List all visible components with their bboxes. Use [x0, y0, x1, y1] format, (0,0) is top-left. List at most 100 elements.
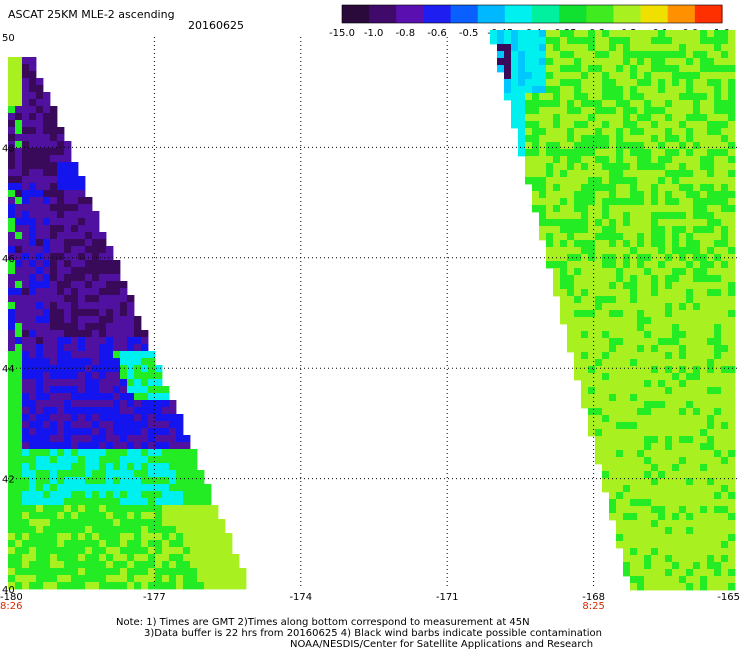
swath-cell: [22, 582, 30, 590]
swath-cell: [693, 345, 701, 353]
swath-cell: [50, 582, 58, 590]
swath-cell: [679, 562, 687, 570]
swath-cell: [679, 184, 687, 192]
swath-cell: [36, 393, 44, 401]
swath-cell: [700, 387, 708, 395]
swath-cell: [36, 540, 44, 548]
swath-cell: [672, 422, 680, 430]
swath-cell: [127, 337, 135, 345]
swath-cell: [728, 191, 736, 199]
swath-cell: [637, 240, 645, 248]
swath-cell: [22, 400, 30, 408]
swath-cell: [686, 331, 694, 339]
swath-cell: [57, 183, 65, 191]
swath-cell: [567, 93, 575, 101]
swath-cell: [567, 275, 575, 283]
swath-cell: [588, 338, 596, 346]
swath-cell: [609, 121, 617, 129]
swath-cell: [546, 100, 554, 108]
swath-cell: [630, 149, 638, 157]
swath-cell: [546, 72, 554, 80]
swath-cell: [623, 338, 631, 346]
swath-cell: [721, 352, 729, 360]
colorbar-segment: [640, 5, 669, 23]
swath-cell: [623, 443, 631, 451]
swath-cell: [567, 37, 575, 45]
swath-cell: [567, 65, 575, 73]
swath-cell: [665, 408, 673, 416]
swath-cell: [560, 114, 568, 122]
swath-cell: [707, 366, 715, 374]
swath-cell: [553, 163, 561, 171]
swath-cell: [595, 268, 603, 276]
swath-cell: [637, 359, 645, 367]
swath-cell: [707, 450, 715, 458]
swath-cell: [644, 576, 652, 584]
lat-label: 44: [2, 364, 15, 375]
swath-cell: [518, 93, 526, 101]
swath-cell: [700, 275, 708, 283]
swath-cell: [728, 583, 736, 591]
swath-cell: [64, 498, 72, 506]
swath-cell: [155, 582, 163, 590]
swath-cell: [532, 170, 540, 178]
swath-cell: [57, 547, 65, 555]
swath-cell: [120, 498, 128, 506]
swath-cell: [588, 191, 596, 199]
swath-cell: [78, 435, 86, 443]
swath-cell: [700, 198, 708, 206]
swath-cell: [658, 30, 666, 38]
swath-cell: [616, 436, 624, 444]
swath-cell: [511, 58, 519, 66]
swath-cell: [602, 478, 610, 486]
swath-cell: [609, 163, 617, 171]
swath-cell: [693, 429, 701, 437]
swath-cell: [539, 30, 547, 38]
swath-cell: [707, 429, 715, 437]
swath-cell: [183, 519, 191, 527]
swath-cell: [644, 310, 652, 318]
swath-cell: [651, 233, 659, 241]
swath-cell: [693, 114, 701, 122]
swath-cell: [679, 205, 687, 213]
swath-cell: [92, 470, 100, 478]
swath-cell: [637, 394, 645, 402]
swath-cell: [22, 379, 30, 387]
swath-cell: [686, 275, 694, 283]
swath-cell: [623, 107, 631, 115]
swath-cell: [43, 379, 51, 387]
swath-cell: [8, 484, 16, 492]
swath-cell: [707, 478, 715, 486]
swath-cell: [707, 247, 715, 255]
swath-cell: [658, 128, 666, 136]
swath-cell: [700, 506, 708, 514]
swath-cell: [15, 337, 23, 345]
swath-cell: [609, 240, 617, 248]
swath-cell: [679, 583, 687, 591]
swath-cell: [183, 561, 191, 569]
swath-cell: [71, 162, 79, 170]
swath-cell: [57, 295, 65, 303]
swath-cell: [658, 562, 666, 570]
swath-cell: [85, 372, 93, 380]
swath-cell: [700, 233, 708, 241]
swath-cell: [672, 429, 680, 437]
swath-cell: [686, 233, 694, 241]
swath-cell: [71, 211, 79, 219]
swath-cell: [574, 191, 582, 199]
swath-cell: [539, 93, 547, 101]
swath-cell: [22, 484, 30, 492]
swath-cell: [50, 568, 58, 576]
swath-cell: [679, 247, 687, 255]
swath-cell: [714, 345, 722, 353]
swath-cell: [29, 309, 37, 317]
swath-cell: [686, 310, 694, 318]
swath-cell: [672, 555, 680, 563]
swath-cell: [71, 344, 79, 352]
swath-cell: [57, 267, 65, 275]
swath-cell: [29, 330, 37, 338]
swath-cell: [595, 415, 603, 423]
swath-cell: [64, 323, 72, 331]
swath-cell: [707, 492, 715, 500]
swath-cell: [22, 218, 30, 226]
